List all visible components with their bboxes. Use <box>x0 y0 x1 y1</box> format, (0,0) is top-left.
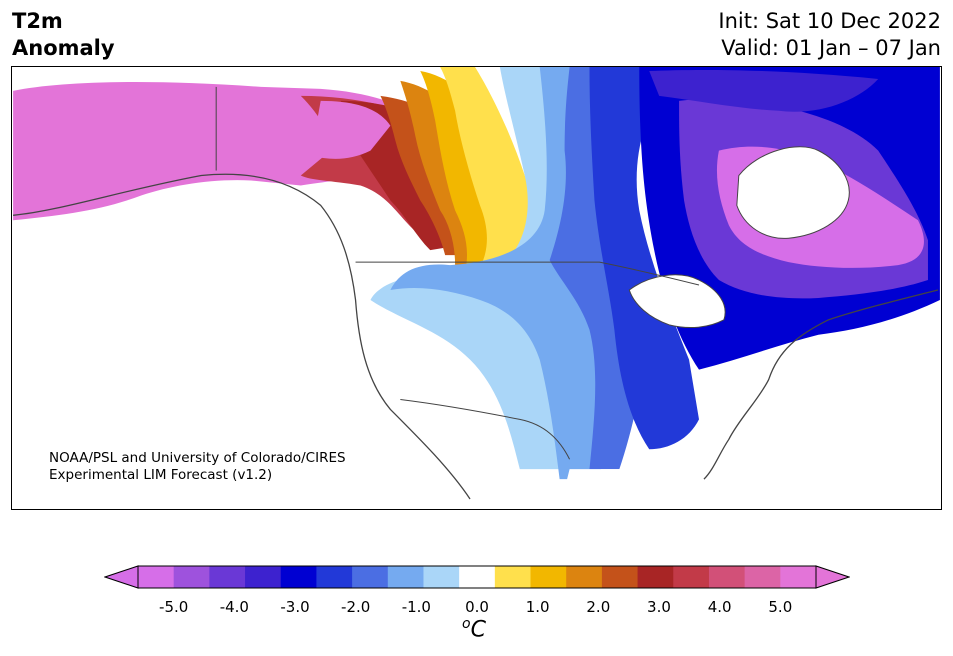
colorbar-segment <box>138 566 175 588</box>
colorbar-segment <box>245 566 282 588</box>
variable-subtitle: Anomaly <box>12 36 115 60</box>
colorbar-segment <box>708 566 746 588</box>
colorbar-segment <box>352 566 389 588</box>
map-svg <box>13 67 940 509</box>
arctic-cold <box>649 69 879 112</box>
colorbar-ticks: -5.0 -4.0 -3.0 -2.0 -1.0 0.0 1.0 2.0 3.0 4.0 5.0 <box>0 598 953 618</box>
colorbar-segment <box>566 566 603 588</box>
colorbar-tick-label: 4.0 <box>707 598 732 616</box>
colorbar-tick-label: 3.0 <box>647 598 671 616</box>
colorbar-segment <box>423 566 460 588</box>
warm-core <box>310 100 391 159</box>
colorbar-tick-label: -3.0 <box>280 598 310 616</box>
cool-band-2 <box>390 67 621 480</box>
colorbar-unit: oC <box>462 616 486 642</box>
forecast-dates: Init: Sat 10 Dec 2022 Valid: 01 Jan – 07… <box>718 8 941 62</box>
gulf-of-mexico <box>559 469 940 509</box>
hudson-bay <box>736 146 850 239</box>
colorbar-svg <box>103 565 851 589</box>
colorbar-tick-label: 1.0 <box>525 598 550 616</box>
colorbar-under-extension <box>103 565 139 589</box>
credit-line-2: Experimental LIM Forecast (v1.2) <box>49 467 273 483</box>
credit-line-1: NOAA/PSL and University of Colorado/CIRE… <box>49 450 346 466</box>
great-lakes <box>628 274 726 329</box>
colorbar-tick-label: 0.0 <box>465 598 489 616</box>
colorbar-tick-label: -2.0 <box>341 598 371 616</box>
us-canada-border <box>355 261 700 286</box>
us-mexico-border <box>400 399 571 460</box>
unit-letter: C <box>470 617 486 643</box>
colorbar-segment <box>601 566 639 588</box>
cool-band-4 <box>589 67 699 450</box>
colorbar-tick-label: -5.0 <box>159 598 189 616</box>
colorbar-tick-label: 5.0 <box>768 598 793 616</box>
colorbar-segment <box>173 566 210 588</box>
colorbar-tick-label: -1.0 <box>401 598 431 616</box>
colorbar-segment <box>459 566 496 588</box>
colorbar-segment <box>387 566 424 588</box>
colorbar-segment <box>316 566 353 588</box>
colorbar-tick-label: 2.0 <box>586 598 611 616</box>
colorbar-segment <box>744 566 781 588</box>
unit-degree: o <box>462 616 471 632</box>
colorbar <box>103 565 851 593</box>
colorbar-segment <box>209 566 246 588</box>
colorbar-segment <box>637 566 674 588</box>
colorbar-over-extension <box>815 565 851 589</box>
colorbar-segment <box>494 566 532 588</box>
init-date: Init: Sat 10 Dec 2022 <box>718 9 941 33</box>
warm-band-6 <box>440 67 534 276</box>
colorbar-segment <box>780 566 817 588</box>
valid-period: Valid: 01 Jan – 07 Jan <box>721 36 941 60</box>
credit-text: NOAA/PSL and University of Colorado/CIRE… <box>49 450 346 484</box>
variable-title: T2m Anomaly <box>12 8 115 62</box>
colorbar-tick-label: -4.0 <box>219 598 249 616</box>
colorbar-segment <box>530 566 567 588</box>
coastline-east <box>703 289 939 480</box>
coastline-west <box>13 173 471 500</box>
colorbar-segment <box>673 566 710 588</box>
anomaly-map: NOAA/PSL and University of Colorado/CIRE… <box>11 66 942 510</box>
colorbar-outline <box>137 565 817 589</box>
variable-name: T2m <box>12 9 63 33</box>
colorbar-segment <box>280 566 317 588</box>
